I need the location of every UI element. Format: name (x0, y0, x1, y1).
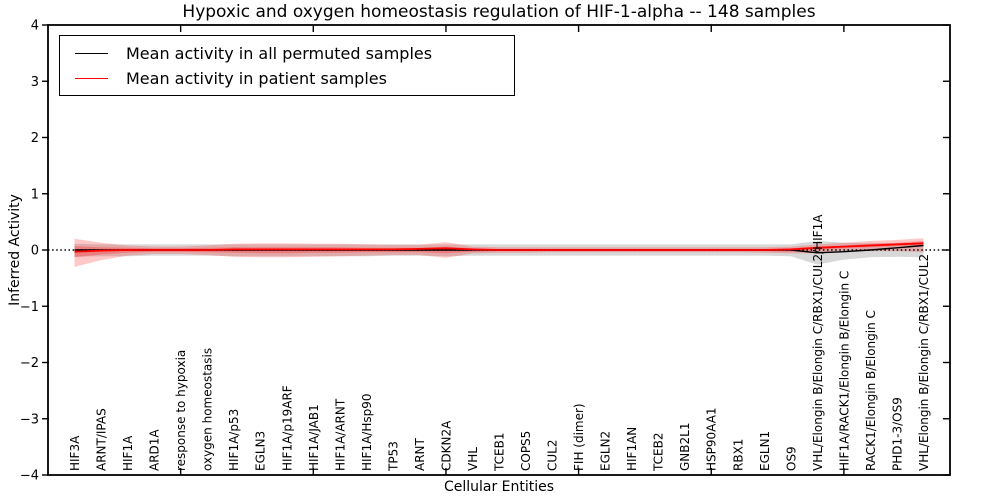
x-category-label: oxygen homeostasis (201, 348, 215, 471)
permuted-line-swatch (75, 53, 108, 54)
legend-label-patient: Mean activity in patient samples (126, 69, 387, 88)
x-category-label: HIF1AN (625, 427, 639, 471)
patient-line-swatch (75, 78, 108, 79)
y-tick-label: 0 (31, 244, 39, 259)
permuted-sample-range-band (74, 241, 924, 265)
x-category-label: ARNT (413, 437, 427, 471)
x-category-label: response to hypoxia (174, 350, 188, 471)
x-category-label: HIF1A/JAB1 (307, 404, 321, 471)
x-category-label: HSP90AA1 (705, 407, 719, 471)
x-category-label: HIF1A/p19ARF (280, 385, 294, 471)
x-category-label: HIF3A (68, 435, 82, 471)
x-category-label: RBX1 (731, 439, 745, 471)
x-category-label: COPS5 (519, 431, 533, 471)
x-category-label: ARD1A (148, 429, 162, 471)
chart-title: Hypoxic and oxygen homeostasis regulatio… (182, 2, 816, 22)
y-tick-label: 1 (31, 187, 39, 202)
y-tick-label: −4 (20, 469, 39, 484)
y-tick-label: −1 (20, 300, 39, 315)
x-category-label: PHD1-3/OS9 (890, 397, 904, 471)
x-category-label: HIF1A/RACK1/Elongin B/Elongin C (837, 271, 851, 471)
x-category-label: RACK1/Elongin B/Elongin C (864, 310, 878, 471)
patient-sample-range-outer-band (74, 238, 924, 267)
x-category-label: GNB2L1 (678, 423, 692, 471)
x-category-label: TCEB2 (652, 433, 666, 472)
x-category-label: CDKN2A (439, 420, 453, 471)
x-category-label: HIF1A/p53 (227, 409, 241, 471)
x-category-label: OS9 (784, 446, 798, 471)
y-tick-label: 2 (31, 131, 39, 146)
x-category-label: TCEB1 (493, 433, 507, 472)
x-category-label: VHL/Elongin B/Elongin C/RBX1/CUL2 (917, 254, 931, 471)
x-category-label: ARNT/IPAS (95, 408, 109, 471)
y-tick-label: −2 (20, 356, 39, 371)
y-tick-label: 4 (31, 19, 39, 34)
x-category-label: HIF1A/Hsp90 (360, 393, 374, 471)
x-category-label: TP53 (386, 441, 400, 472)
x-category-label: VHL (466, 447, 480, 471)
x-category-label: FIH (dimer) (572, 403, 586, 471)
legend-item-patient: Mean activity in patient samples (60, 66, 514, 91)
legend: Mean activity in all permuted samples Me… (59, 35, 515, 96)
x-category-label: EGLN3 (254, 431, 268, 471)
legend-label-permuted: Mean activity in all permuted samples (126, 44, 433, 63)
legend-item-permuted: Mean activity in all permuted samples (60, 41, 514, 66)
x-category-label: VHL/Elongin B/Elongin C/RBX1/CUL2/HIF1A (811, 214, 825, 471)
y-tick-label: −3 (20, 412, 39, 427)
x-category-label: CUL2 (546, 440, 560, 471)
x-axis-label: Cellular Entities (443, 479, 555, 495)
x-category-label: HIF1A/ARNT (333, 398, 347, 471)
y-tick-label: 3 (31, 75, 39, 90)
x-category-label: EGLN2 (599, 431, 613, 471)
x-category-label: HIF1A (121, 435, 135, 471)
patient-mean-line (74, 242, 924, 253)
x-category-label: EGLN1 (758, 431, 772, 471)
